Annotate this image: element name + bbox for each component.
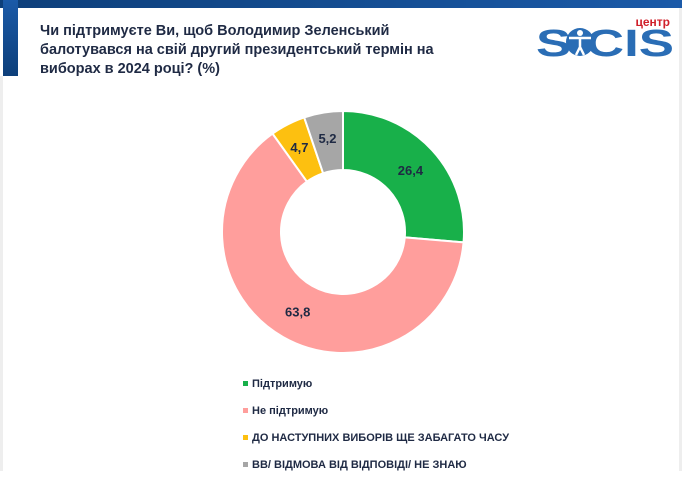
legend: Підтримую Не підтримую ДО НАСТУПНИХ ВИБО… [243,370,509,478]
legend-item: ВВ/ ВІДМОВА ВІД ВІДПОВІДІ/ НЕ ЗНАЮ [243,451,509,478]
legend-label: Підтримую [252,377,313,390]
legend-item: Не підтримую [243,397,509,424]
data-label: 26,4 [398,163,424,178]
donut-slice [302,109,344,175]
legend-swatch [243,462,248,467]
svg-text:S CIS: S CIS [536,23,674,60]
legend-item: Підтримую [243,370,509,397]
legend-label: ДО НАСТУПНИХ ВИБОРІВ ЩЕ ЗАБАГАТО ЧАСУ [252,431,510,444]
data-label: 5,2 [318,131,336,146]
legend-label: ВВ/ ВІДМОВА ВІД ВІДПОВІДІ/ НЕ ЗНАЮ [252,458,467,471]
left-edge [0,76,3,471]
top-bar [0,0,682,8]
donut-slice [221,132,465,354]
socis-logo: центр S CIS [536,15,674,60]
left-accent-bar [3,0,18,76]
data-label: 4,7 [290,140,308,155]
data-label: 63,8 [285,305,310,320]
legend-swatch [243,381,248,386]
chart-title: Чи підтримуєте Ви, щоб Володимир Зеленсь… [40,23,434,77]
legend-swatch [243,435,248,440]
right-edge [679,8,682,471]
donut-slice [342,109,465,244]
legend-label: Не підтримую [252,404,329,417]
legend-item: ДО НАСТУПНИХ ВИБОРІВ ЩЕ ЗАБАГАТО ЧАСУ [243,424,509,451]
svg-text:центр: центр [635,15,670,29]
legend-swatch [243,408,248,413]
